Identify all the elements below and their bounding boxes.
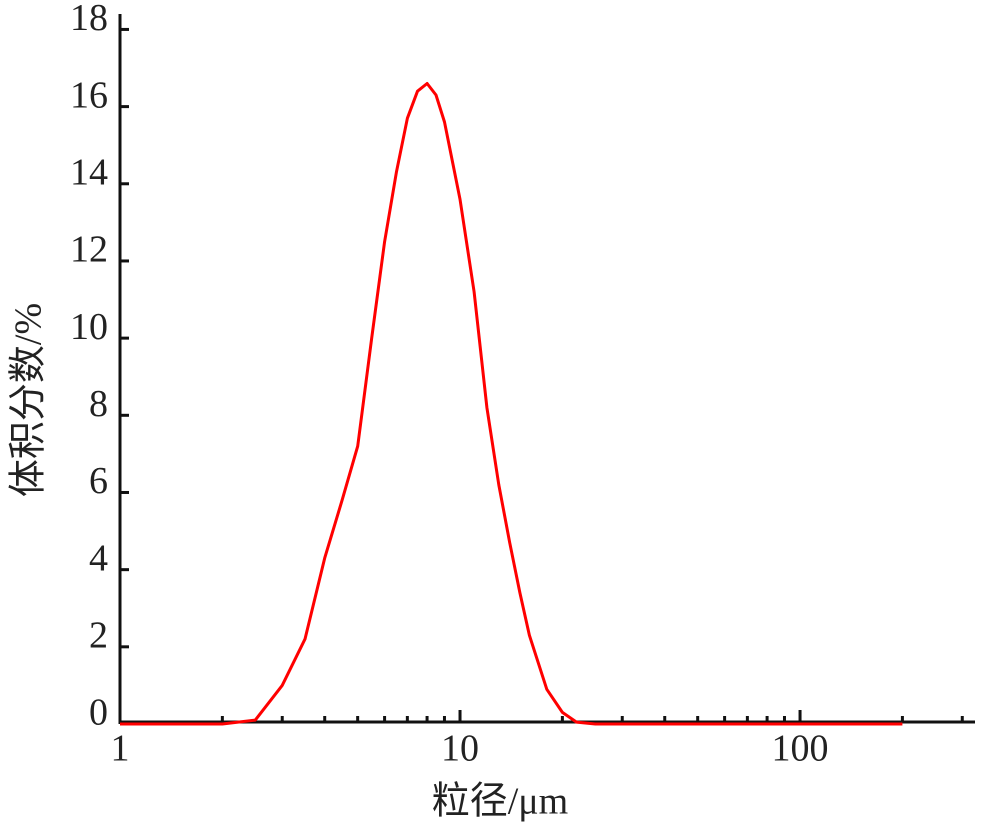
y-tick-label: 16 (70, 74, 108, 116)
y-tick-label: 10 (70, 306, 108, 348)
line-series (120, 82, 903, 726)
y-axis-label: 体积分数/% (8, 303, 50, 497)
y-tick-label: 2 (89, 615, 108, 657)
y-tick-label: 6 (89, 460, 108, 502)
y-tick-label: 0 (89, 692, 108, 734)
x-tick-label: 10 (441, 728, 479, 770)
x-axis-label: 粒径/μm (432, 781, 569, 823)
x-tick-label: 1 (111, 728, 130, 770)
y-tick-label: 18 (70, 0, 108, 39)
y-tick-label: 4 (89, 537, 108, 579)
y-tick-label: 8 (89, 383, 108, 425)
y-tick-label: 14 (70, 152, 108, 194)
y-tick-label: 12 (70, 229, 108, 271)
x-tick-label: 100 (772, 728, 829, 770)
